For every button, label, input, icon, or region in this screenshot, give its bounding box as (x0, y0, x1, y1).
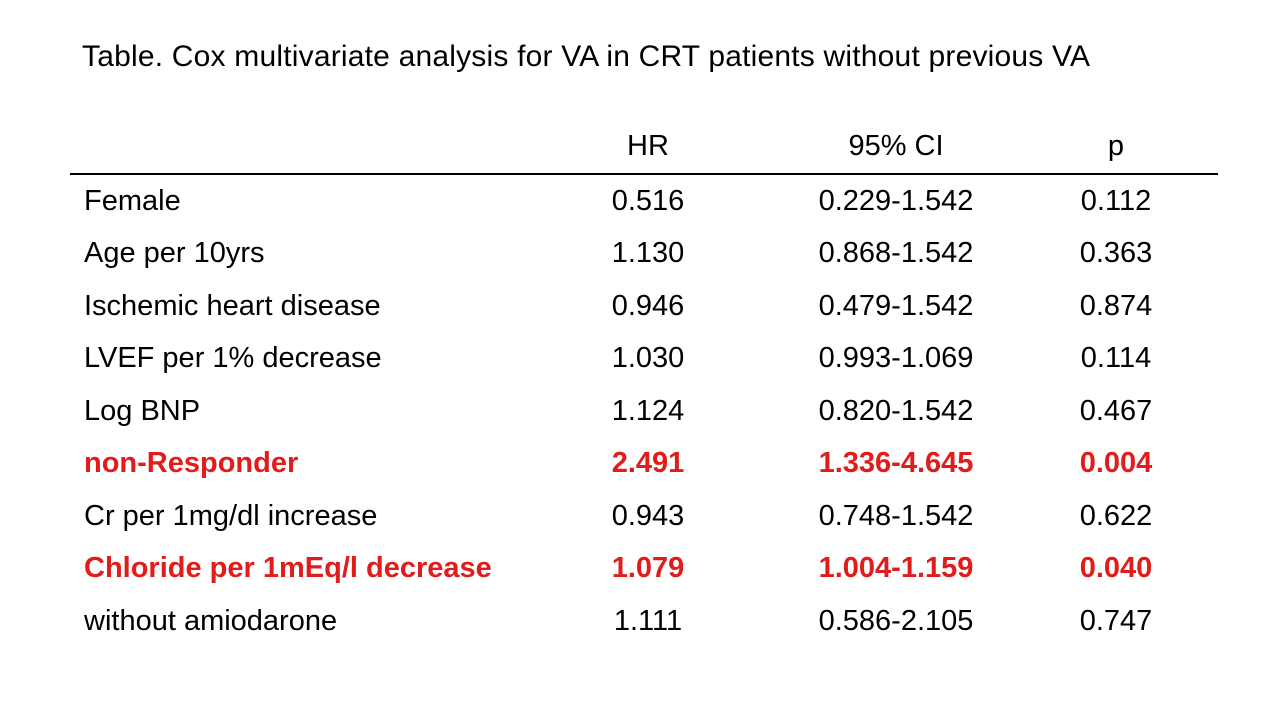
table-row: non-Responder 2.491 1.336-4.645 0.004 (70, 438, 1218, 491)
p-value-cell: 0.114 (1080, 342, 1152, 375)
row-label-cell: Female (84, 184, 181, 217)
row-label-cell: LVEF per 1% decrease (84, 342, 382, 375)
p-value-cell: 0.622 (1079, 499, 1153, 532)
p-value-cell: 0.112 (1080, 184, 1152, 217)
row-label-cell: Ischemic heart disease (84, 289, 381, 322)
hr-value-cell: 0.946 (611, 289, 685, 322)
p-value-cell: 0.747 (1079, 604, 1153, 637)
p-value-cell: 0.040 (1079, 552, 1153, 585)
table-body: Female 0.516 0.229-1.542 0.112 Age per 10yrs… (70, 175, 1218, 648)
row-label-cell: Age per 10yrs (84, 237, 265, 270)
table-row: Log BNP 1.124 0.820-1.542 0.467 (70, 385, 1218, 438)
hr-value-cell: 1.079 (611, 552, 685, 585)
ci-value-cell: 0.820-1.542 (818, 394, 974, 427)
p-value-cell: 0.467 (1079, 394, 1153, 427)
table-row: Cr per 1mg/dl increase 0.943 0.748-1.542 0.… (70, 490, 1218, 543)
table-row: without amiodarone 1.111 0.586-2.105 0.747 (70, 595, 1218, 648)
p-value-cell: 0.004 (1079, 447, 1153, 480)
header-p-cell: p (1107, 130, 1125, 162)
ci-value-cell: 0.993-1.069 (818, 342, 974, 375)
table-title: Table. Cox multivariate analysis for VA … (82, 40, 1091, 73)
ci-value-cell: 1.336-4.645 (818, 447, 974, 480)
hr-value-cell: 1.111 (613, 604, 683, 637)
hr-value-cell: 0.516 (611, 184, 685, 217)
row-label-cell: Chloride per 1mEq/l decrease (84, 552, 492, 585)
row-label-cell: without amiodarone (84, 604, 338, 637)
ci-value-cell: 0.868-1.542 (818, 237, 974, 270)
hr-value-cell: 1.130 (611, 237, 685, 270)
hr-value-cell: 2.491 (611, 447, 685, 480)
p-value-cell: 0.363 (1079, 237, 1153, 270)
table-row: Age per 10yrs 1.130 0.868-1.542 0.363 (70, 228, 1218, 281)
ci-value-cell: 0.479-1.542 (818, 289, 974, 322)
row-label-cell: Log BNP (84, 394, 201, 427)
ci-value-cell: 0.586-2.105 (818, 604, 974, 637)
table-row: Chloride per 1mEq/l decrease 1.079 1.004-1… (70, 543, 1218, 596)
header-hr-cell: HR (627, 130, 669, 162)
row-label-cell: non-Responder (84, 447, 299, 480)
ci-value-cell: 1.004-1.159 (818, 552, 974, 585)
ci-value-cell: 0.229-1.542 (818, 184, 974, 217)
cox-analysis-table: HR 95% CI p Female 0.516 0.229-1.542 0.112 A… (70, 120, 1218, 648)
p-value-cell: 0.874 (1079, 289, 1153, 322)
hr-value-cell: 1.124 (611, 394, 685, 427)
hr-value-cell: 0.943 (611, 499, 685, 532)
table-header-row: HR 95% CI p (70, 120, 1218, 175)
row-label-cell: Cr per 1mg/dl increase (84, 499, 378, 532)
table-row: LVEF per 1% decrease 1.030 0.993-1.069 0.11… (70, 333, 1218, 386)
ci-value-cell: 0.748-1.542 (818, 499, 974, 532)
table-row: Female 0.516 0.229-1.542 0.112 (70, 175, 1218, 228)
hr-value-cell: 1.030 (611, 342, 685, 375)
header-ci-cell: 95% CI (848, 130, 944, 162)
table-row: Ischemic heart disease 0.946 0.479-1.542 0.… (70, 280, 1218, 333)
